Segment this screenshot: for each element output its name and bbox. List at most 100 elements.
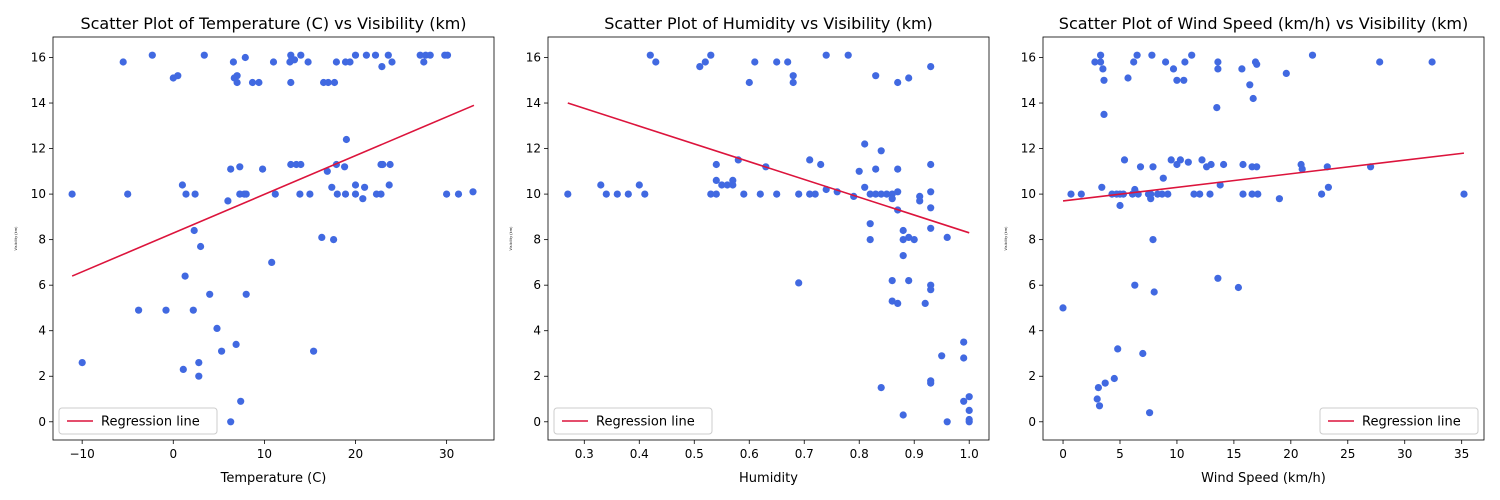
scatter-point: [318, 233, 326, 241]
scatter-point: [388, 58, 396, 66]
scatter-point: [342, 135, 350, 144]
scatter-point: [861, 140, 869, 148]
x-tick-label: 0.4: [630, 447, 649, 461]
x-tick-label: 1.0: [960, 447, 979, 461]
scatter-point: [1097, 51, 1105, 59]
scatter-point: [927, 188, 935, 196]
scatter-point: [469, 188, 477, 196]
scatter-point: [1428, 58, 1436, 66]
scatter-point: [362, 51, 370, 59]
scatter-point: [1214, 58, 1222, 66]
scatter-point: [191, 190, 199, 198]
scatter-point: [255, 78, 263, 87]
scatter-point: [1239, 190, 1247, 198]
y-ticks: 0 2 4 6 8 10 12 14 16: [31, 50, 53, 429]
y-tick-label: 0: [38, 415, 46, 429]
scatter-point: [927, 224, 935, 232]
scatter-point: [1214, 274, 1222, 282]
scatter-point: [1110, 374, 1118, 383]
legend: Regression line: [553, 407, 713, 435]
scatter-point: [332, 58, 340, 66]
scatter-point: [1298, 165, 1306, 173]
scatter-point: [454, 190, 463, 198]
scatter-point: [789, 78, 797, 87]
x-tick-label: 0: [169, 447, 177, 461]
scatter-point: [359, 195, 367, 203]
scatter-point: [330, 236, 338, 244]
scatter-point: [1146, 409, 1154, 417]
y-tick-label: 14: [1021, 96, 1036, 110]
scatter-point: [1136, 163, 1145, 171]
scatter-point: [178, 181, 186, 189]
subplot-temperature: Scatter Plot of Temperature (C) vs Visib…: [14, 14, 495, 486]
y-tick-label: 8: [1028, 233, 1036, 247]
scatter-point: [806, 190, 814, 198]
scatter-point: [224, 197, 232, 205]
x-tick-label: 0: [1059, 447, 1067, 461]
scatter-point: [1207, 160, 1215, 169]
scatter-point: [1246, 81, 1254, 89]
scatter-point: [635, 181, 643, 189]
y-tick-label: 12: [526, 142, 541, 156]
y-tick-label: 14: [526, 96, 541, 110]
scatter-point: [1167, 156, 1175, 164]
x-ticks: 0 5 10 15 20 25 30 35: [1059, 440, 1469, 461]
scatter-point: [899, 236, 907, 244]
x-tick-label: 15: [1226, 447, 1241, 461]
scatter-point: [894, 188, 902, 196]
scatter-point: [707, 51, 715, 59]
legend: Regression line: [58, 407, 218, 435]
regression-line: [1062, 152, 1465, 202]
scatter-point: [182, 190, 190, 198]
scatter-point: [822, 51, 830, 59]
scatter-point: [290, 56, 299, 64]
y-axis-label: Visibility (km): [509, 226, 513, 251]
scatter-point: [1162, 58, 1170, 66]
x-axis-label: Wind Speed (km/h): [1201, 471, 1326, 486]
scatter-point: [712, 190, 720, 198]
y-tick-label: 12: [1021, 142, 1036, 156]
scatter-point: [296, 190, 304, 198]
x-tick-label: 30: [439, 447, 454, 461]
x-tick-label: 20: [1283, 447, 1298, 461]
x-axis-label: Humidity: [739, 471, 798, 486]
y-tick-label: 14: [31, 96, 46, 110]
legend-box: [1319, 407, 1479, 435]
scatter-point: [1308, 51, 1317, 59]
scatter-point: [1248, 190, 1256, 198]
legend-box: [58, 407, 218, 435]
scatter-point: [333, 190, 341, 198]
scatter-point: [1206, 190, 1214, 198]
scatter-point: [233, 72, 241, 80]
scatter-point: [646, 51, 654, 59]
scatter-point: [162, 306, 170, 314]
scatter-point: [323, 167, 331, 175]
y-axis-label: Visibility (km): [1004, 226, 1008, 251]
scatter-point: [1176, 156, 1184, 164]
axes-frame: [1042, 36, 1485, 441]
scatter-point: [306, 190, 314, 198]
scatter-point: [1214, 65, 1222, 73]
scatter-point: [1198, 156, 1206, 164]
x-axis-label: Temperature (C): [220, 471, 327, 486]
scatter-point: [1148, 51, 1156, 59]
legend: Regression line: [1319, 407, 1479, 435]
scatter-point: [597, 181, 605, 189]
x-tick-label: 0.8: [850, 447, 869, 461]
scatter-point: [927, 160, 935, 169]
scatter-point: [960, 354, 968, 362]
scatter-point: [242, 290, 250, 298]
scatter-point: [745, 78, 753, 87]
scatter-point: [124, 190, 132, 198]
legend-label: Regression line: [1362, 415, 1461, 430]
scatter-point: [718, 181, 726, 189]
scatter-point: [773, 58, 781, 66]
scatter-point: [324, 78, 332, 87]
scatter-point: [872, 72, 880, 80]
scatter-point: [346, 58, 354, 66]
scatter-point: [1131, 281, 1139, 289]
scatter-point: [899, 252, 907, 260]
scatter-point: [248, 78, 257, 87]
subplot-wind-speed: Scatter Plot of Wind Speed (km/h) vs Vis…: [1004, 14, 1485, 486]
scatter-point: [1101, 379, 1109, 387]
